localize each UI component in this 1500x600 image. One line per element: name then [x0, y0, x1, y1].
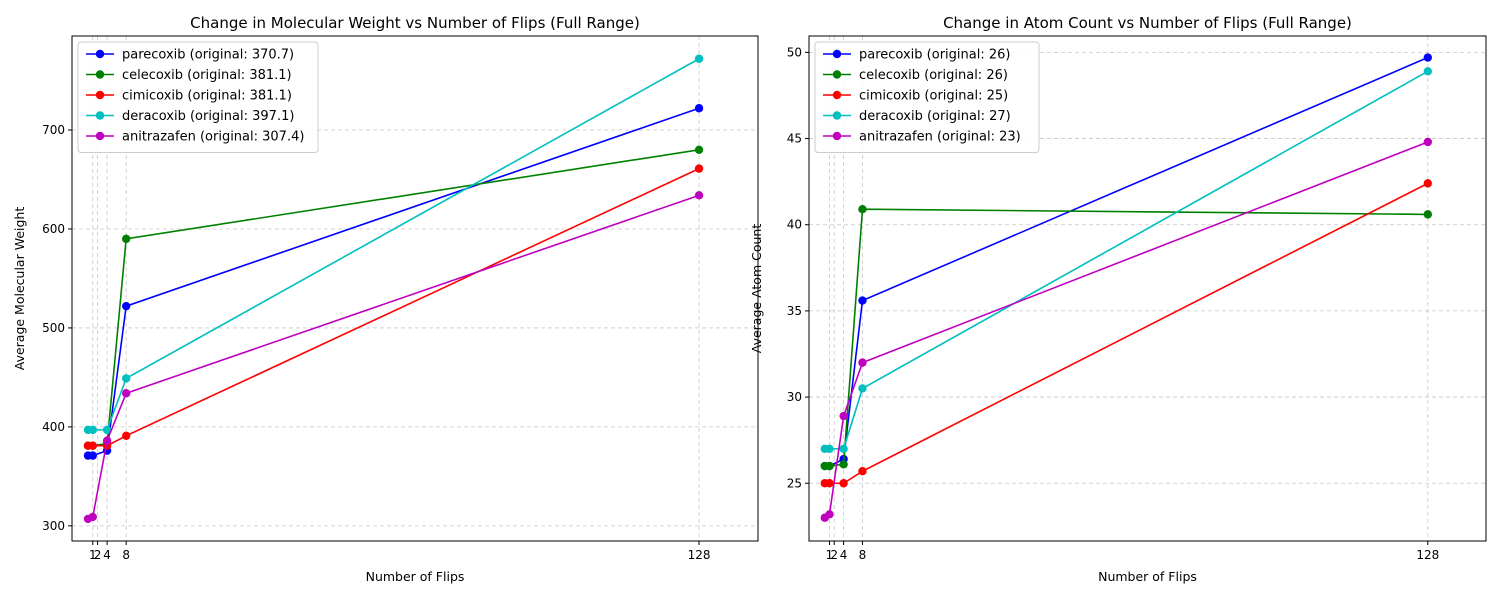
y-tick-label: 45	[787, 132, 802, 146]
data-point	[88, 512, 97, 522]
data-point	[121, 301, 131, 311]
legend-label: parecoxib (original: 370.7)	[122, 48, 294, 63]
legend-swatch-marker	[832, 131, 842, 141]
legend-box	[77, 41, 319, 153]
y-tick-label: 40	[787, 218, 802, 232]
data-point	[121, 389, 131, 398]
x-tick-label: 1	[89, 548, 97, 562]
chart-panel-1: 12 4 8 128 300 400 500 600 700 Change in Molecula…	[12, 14, 759, 584]
data-point	[825, 510, 834, 519]
x-tick-label: 2	[830, 548, 838, 562]
data-point	[88, 425, 97, 435]
legend-label: deracoxib (original: 397.1)	[122, 109, 294, 124]
data-point	[839, 411, 848, 421]
x-tick-label: 2	[94, 548, 102, 562]
data-point	[1423, 179, 1433, 188]
data-point	[694, 164, 704, 173]
data-point	[694, 54, 704, 63]
legend-label: celecoxib (original: 26)	[859, 68, 1008, 83]
x-tick-label: 128	[688, 548, 711, 562]
y-axis-label: Average Atom Count	[749, 224, 764, 354]
x-tick-label: 8	[859, 548, 867, 562]
legend-label: celecoxib (original: 381.1)	[122, 68, 292, 83]
chart-panel-2: 12 4 8 128 25 30 35 40 45 50 Change in Atom Count …	[749, 14, 1487, 584]
legend-swatch-marker	[832, 111, 842, 120]
data-point	[1423, 53, 1433, 62]
y-tick-label: 30	[787, 390, 802, 404]
y-tick-label: 300	[42, 519, 65, 533]
data-point	[1423, 137, 1433, 147]
chart-title: Change in Molecular Weight vs Number of …	[190, 14, 640, 32]
data-point	[858, 466, 867, 476]
legend: parecoxib (original: 370.7) celecoxib (or…	[77, 41, 319, 153]
chart-title: Change in Atom Count vs Number of Flips …	[943, 14, 1352, 32]
data-point	[88, 441, 97, 450]
legend-swatch-marker	[95, 131, 105, 141]
data-point	[88, 451, 97, 460]
legend-label: deracoxib (original: 27)	[859, 109, 1011, 124]
x-tick-label: 128	[1416, 548, 1439, 562]
data-point	[839, 460, 848, 469]
data-point	[825, 444, 834, 453]
legend: parecoxib (original: 26) celecoxib (origi…	[814, 41, 1040, 153]
y-tick-label: 50	[787, 45, 802, 59]
legend-label: cimicoxib (original: 381.1)	[122, 89, 292, 104]
data-point	[1423, 67, 1433, 76]
legend-label: anitrazafen (original: 23)	[859, 130, 1021, 145]
data-point	[858, 205, 867, 214]
y-tick-label: 25	[787, 476, 802, 490]
data-point	[102, 425, 112, 435]
data-point	[121, 374, 131, 383]
legend-swatch-marker	[95, 70, 105, 79]
legend-swatch-marker	[95, 49, 105, 59]
legend-swatch-marker	[832, 49, 842, 59]
data-point	[839, 444, 848, 453]
y-tick-label: 500	[42, 321, 65, 335]
legend-box	[814, 41, 1040, 153]
data-point	[694, 145, 704, 155]
plot-frame	[808, 35, 1487, 542]
data-point	[839, 479, 848, 488]
data-point	[858, 358, 867, 367]
data-point	[858, 296, 867, 305]
x-axis-label: Number of Flips	[366, 569, 465, 584]
data-point	[121, 234, 131, 244]
y-axis-label: Average Molecular Weight	[12, 207, 27, 371]
x-axis-label: Number of Flips	[1098, 569, 1197, 584]
x-tick-label: 4	[840, 548, 848, 562]
x-tick-label: 4	[103, 548, 111, 562]
legend-swatch-marker	[832, 90, 842, 100]
x-tick-label: 1	[826, 548, 834, 562]
legend-swatch-marker	[95, 111, 105, 120]
y-tick-label: 400	[42, 420, 65, 434]
data-point	[694, 104, 704, 113]
legend-swatch-marker	[95, 90, 105, 100]
data-point	[121, 431, 131, 441]
legend-swatch-marker	[832, 70, 842, 79]
legend-label: anitrazafen (original: 307.4)	[122, 130, 304, 145]
legend-label: cimicoxib (original: 25)	[859, 89, 1008, 104]
data-point	[825, 461, 834, 471]
data-point	[1423, 210, 1433, 219]
legend-label: parecoxib (original: 26)	[859, 48, 1010, 63]
data-point	[825, 479, 834, 488]
data-point	[102, 436, 112, 445]
plot-frame	[71, 35, 759, 542]
x-tick-label: 8	[122, 548, 130, 562]
data-point	[694, 191, 704, 200]
y-tick-label: 600	[42, 222, 65, 236]
y-tick-label: 35	[787, 304, 802, 318]
y-tick-label: 700	[42, 123, 65, 137]
data-point	[858, 384, 867, 393]
